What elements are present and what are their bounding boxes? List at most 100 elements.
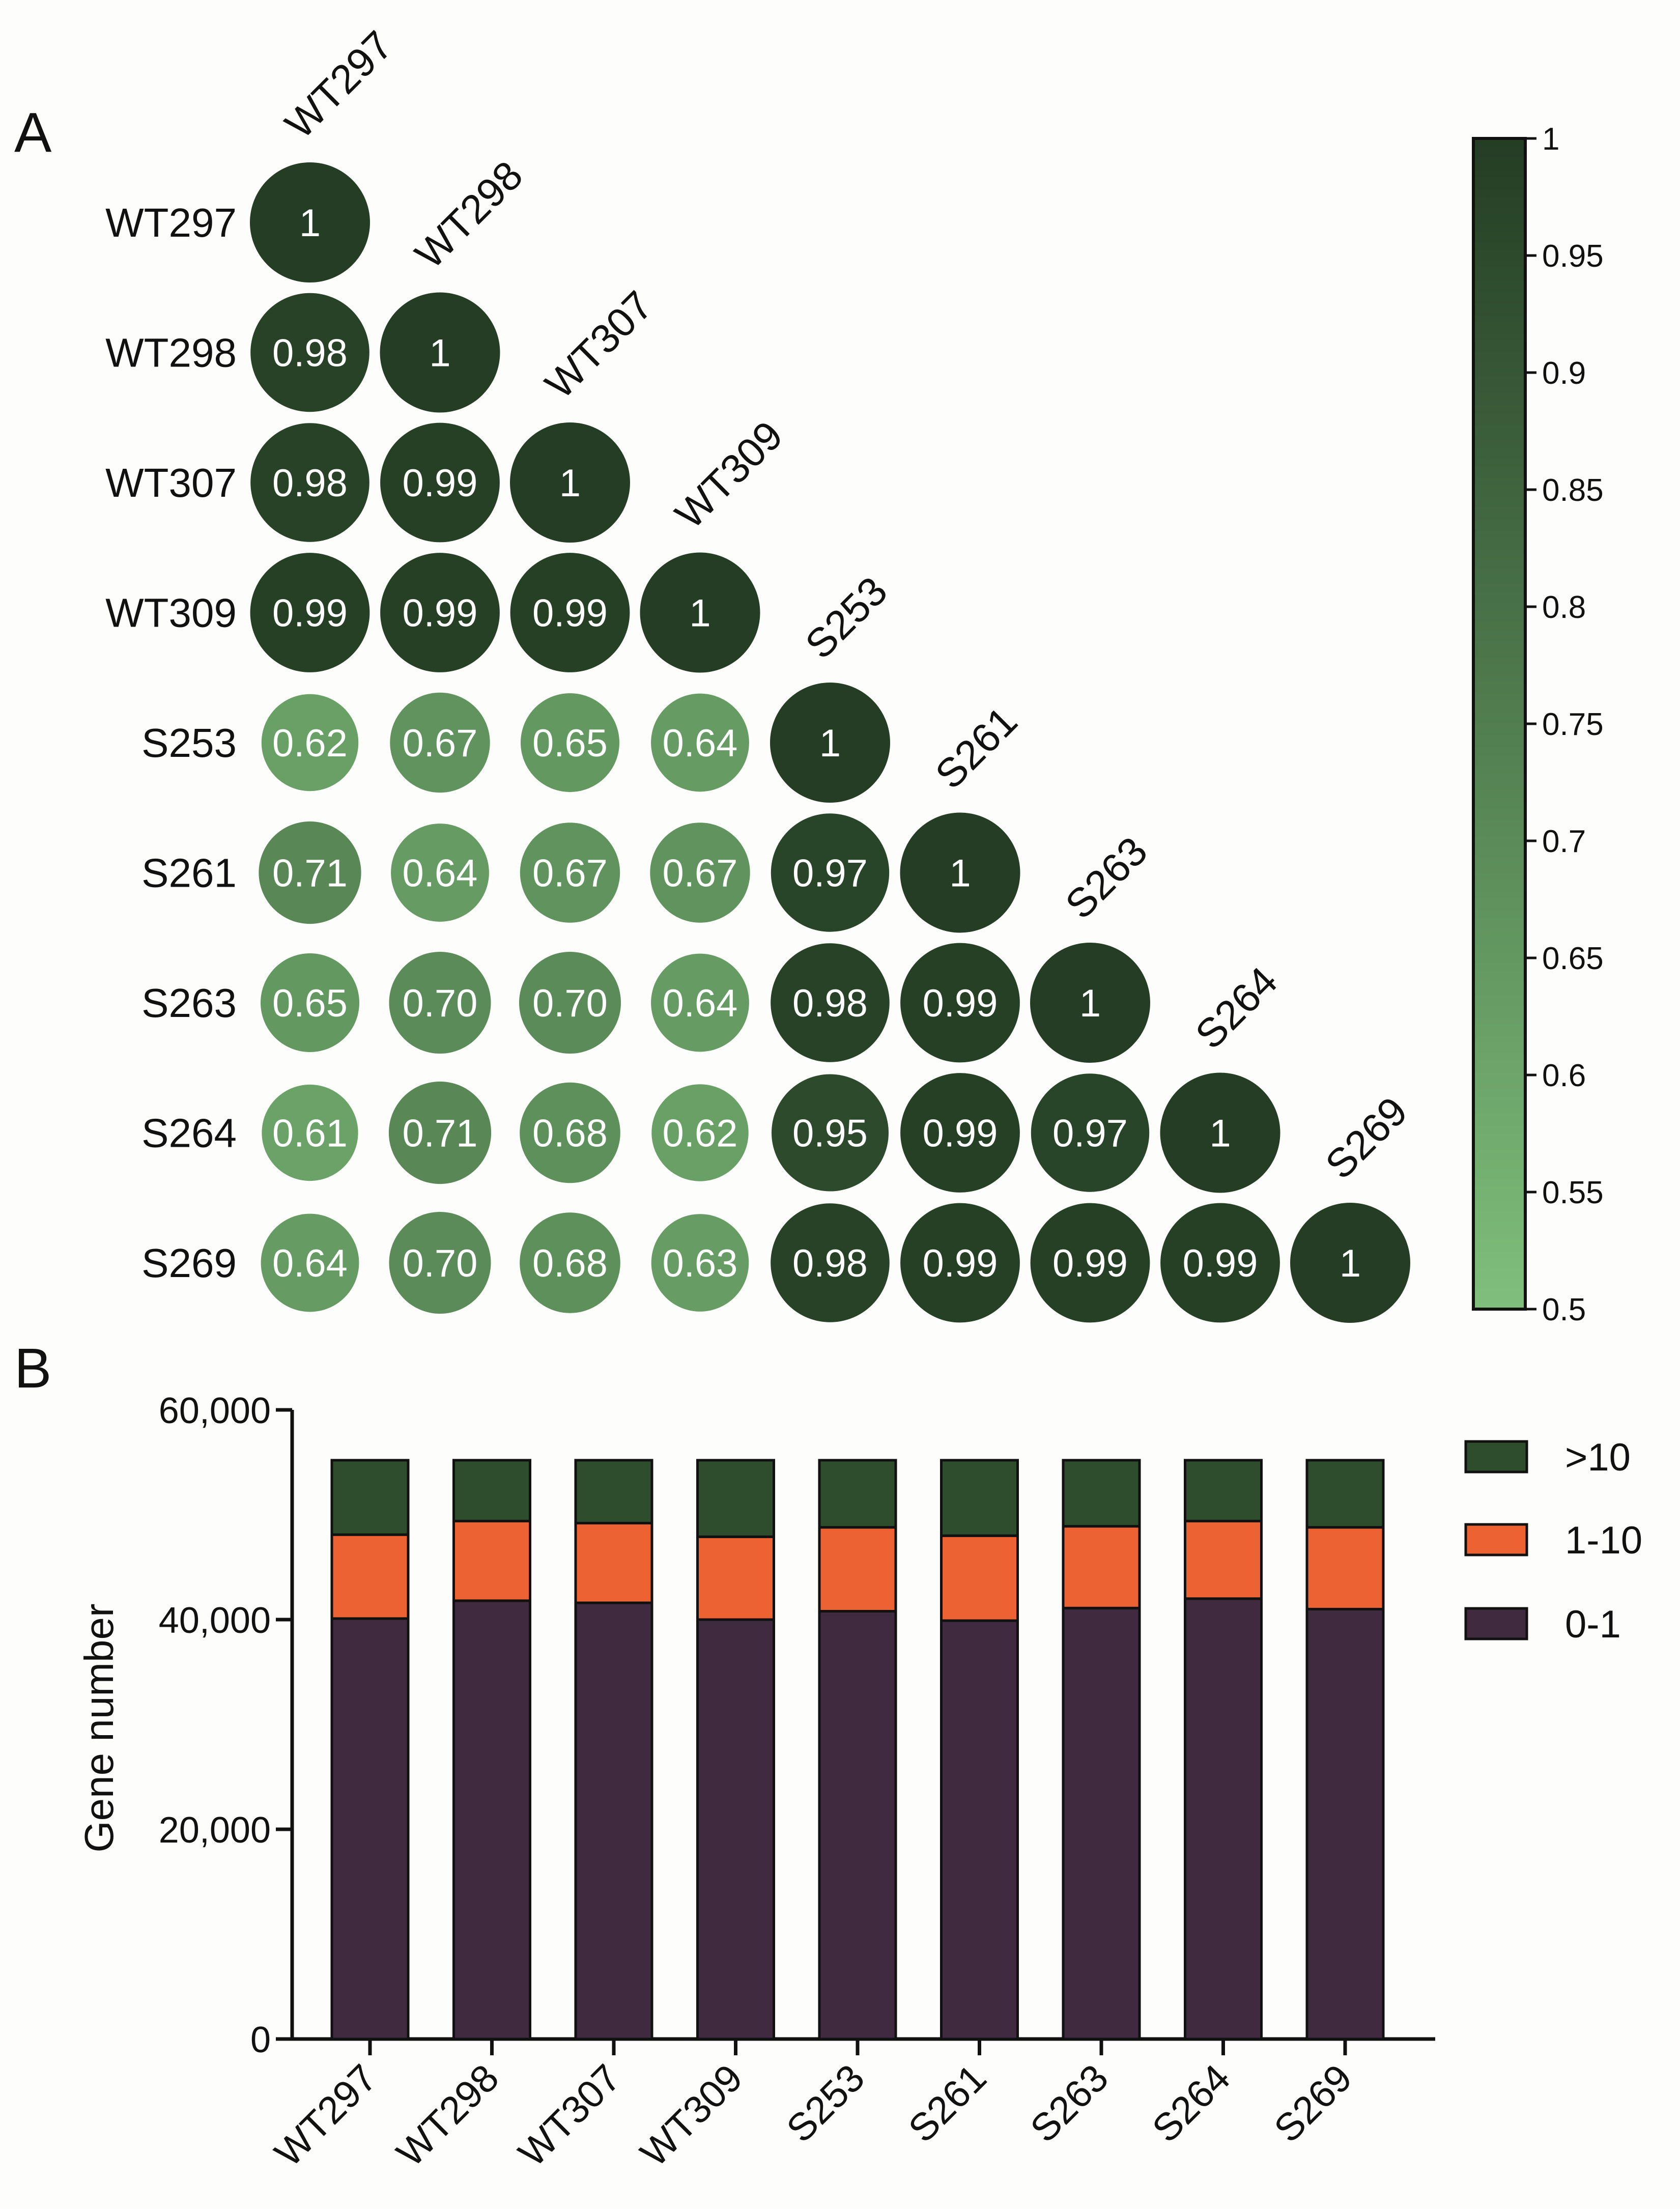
correlation-value: 0.65 bbox=[532, 722, 608, 765]
correlation-value: 0.99 bbox=[403, 462, 478, 505]
colorbar-tick-label: 0.95 bbox=[1542, 239, 1604, 274]
correlation-cell bbox=[510, 422, 630, 543]
column-label: WT297 bbox=[276, 22, 401, 147]
correlation-cell bbox=[771, 813, 890, 932]
correlation-value: 0.98 bbox=[792, 982, 868, 1025]
bar-segment bbox=[696, 1618, 775, 2041]
correlation-cell bbox=[900, 812, 1020, 933]
correlation-cell bbox=[900, 1203, 1020, 1323]
correlation-cell bbox=[250, 553, 370, 672]
correlation-cell bbox=[519, 952, 621, 1054]
colorbar-tick-label: 0.75 bbox=[1542, 707, 1604, 742]
row-label: WT297 bbox=[105, 200, 237, 245]
bar-segment bbox=[1184, 1597, 1263, 2041]
colorbar-tick-label: 0.65 bbox=[1542, 941, 1604, 976]
bar-segment bbox=[1305, 1607, 1385, 2041]
colorbar-gradient bbox=[1472, 137, 1527, 1311]
correlation-value: 0.64 bbox=[272, 1242, 348, 1285]
bar-segment bbox=[940, 1459, 1019, 1537]
correlation-value: 0.63 bbox=[663, 1242, 738, 1285]
x-category-label: S253 bbox=[778, 2056, 873, 2151]
correlation-cell bbox=[380, 553, 500, 672]
correlation-cell bbox=[650, 823, 750, 923]
correlation-cell bbox=[1160, 1072, 1280, 1193]
correlation-value: 0.65 bbox=[272, 982, 348, 1025]
column-label: S261 bbox=[927, 698, 1026, 797]
correlation-value: 1 bbox=[299, 202, 321, 245]
correlation-cell bbox=[520, 1082, 620, 1183]
bar-segment bbox=[574, 1601, 653, 2041]
row-label: S264 bbox=[141, 1111, 237, 1156]
correlation-value: 0.71 bbox=[272, 852, 348, 895]
correlation-cell bbox=[771, 943, 890, 1062]
correlation-value: 1 bbox=[949, 852, 971, 895]
correlation-value: 0.99 bbox=[1183, 1242, 1258, 1285]
correlation-value: 1 bbox=[1340, 1242, 1361, 1285]
colorbar: 0.5 0.55 0.6 0.65 0.7 0.75 0.8 0.85 0.9 0.95 1 bbox=[1472, 122, 1604, 1327]
y-tick-label: 40,000 bbox=[159, 1600, 271, 1641]
row-label: S269 bbox=[141, 1240, 237, 1286]
correlation-cell bbox=[770, 683, 890, 803]
correlation-cell bbox=[250, 423, 369, 542]
correlation-cell bbox=[261, 1213, 359, 1312]
legend-label: 0-1 bbox=[1565, 1603, 1621, 1646]
correlation-value: 0.97 bbox=[1052, 1112, 1128, 1155]
correlation-value: 1 bbox=[559, 462, 581, 505]
bar-segment bbox=[452, 1599, 531, 2041]
x-category-label: S263 bbox=[1022, 2056, 1117, 2151]
bar-segment bbox=[330, 1533, 410, 1620]
correlation-value: 0.64 bbox=[663, 982, 738, 1025]
correlation-cell bbox=[900, 943, 1020, 1063]
stacked-bar-chart: 0 20,000 40,000 60,000 Gene number WT297 WT298… bbox=[76, 1391, 1642, 2175]
correlation-cell bbox=[900, 1073, 1020, 1193]
colorbar-tick-label: 0.7 bbox=[1542, 824, 1586, 859]
correlation-cell bbox=[510, 553, 630, 672]
correlation-cell bbox=[380, 422, 500, 543]
x-category-label: WT298 bbox=[388, 2056, 507, 2175]
colorbar-tick-label: 0.8 bbox=[1542, 590, 1586, 625]
column-label: S269 bbox=[1317, 1088, 1416, 1187]
row-label: WT298 bbox=[105, 330, 237, 376]
correlation-value: 0.98 bbox=[792, 1242, 868, 1285]
bar-segment bbox=[452, 1519, 531, 1602]
correlation-value: 0.61 bbox=[272, 1112, 348, 1155]
correlation-value: 1 bbox=[1079, 982, 1101, 1025]
correlation-cell bbox=[651, 693, 749, 792]
correlation-cell bbox=[380, 292, 500, 413]
colorbar-tick-label: 0.9 bbox=[1542, 356, 1586, 391]
correlation-value: 0.70 bbox=[403, 1242, 478, 1285]
correlation-cell bbox=[1160, 1203, 1280, 1323]
bar-segment bbox=[1062, 1525, 1141, 1609]
correlation-value: 1 bbox=[429, 332, 450, 375]
y-tick-label: 20,000 bbox=[159, 1810, 271, 1851]
colorbar-tick-label: 0.5 bbox=[1542, 1292, 1586, 1327]
x-category-label: WT309 bbox=[632, 2056, 751, 2175]
correlation-cell bbox=[1030, 943, 1150, 1063]
colorbar-tick-label: 0.55 bbox=[1542, 1175, 1604, 1210]
bar-segment bbox=[818, 1610, 897, 2041]
correlation-cell bbox=[262, 1084, 358, 1181]
y-tick-label: 0 bbox=[250, 2020, 271, 2060]
y-tick-label: 60,000 bbox=[159, 1391, 271, 1431]
column-label: S263 bbox=[1057, 828, 1156, 927]
correlation-value: 0.99 bbox=[923, 1242, 998, 1285]
correlation-value: 0.68 bbox=[532, 1242, 608, 1285]
correlation-cell bbox=[651, 1214, 749, 1312]
x-category-label: S261 bbox=[900, 2056, 995, 2151]
bar-segment bbox=[1305, 1526, 1385, 1610]
correlation-value: 0.64 bbox=[403, 852, 478, 895]
correlation-value: 1 bbox=[689, 592, 710, 635]
correlation-value: 0.99 bbox=[403, 592, 478, 635]
bar-segment bbox=[330, 1459, 410, 1536]
y-axis-label: Gene number bbox=[76, 1603, 122, 1852]
correlation-value: 0.99 bbox=[923, 982, 998, 1025]
row-label: WT309 bbox=[105, 590, 237, 636]
correlation-value: 0.98 bbox=[272, 462, 348, 505]
correlation-value: 1 bbox=[1209, 1112, 1231, 1155]
column-label: WT309 bbox=[667, 412, 791, 537]
bar-segment bbox=[1305, 1459, 1385, 1529]
x-category-label: S264 bbox=[1144, 2056, 1239, 2151]
bar-segment bbox=[330, 1617, 410, 2041]
correlation-value: 0.99 bbox=[532, 592, 608, 635]
legend-swatch bbox=[1464, 1607, 1528, 1640]
